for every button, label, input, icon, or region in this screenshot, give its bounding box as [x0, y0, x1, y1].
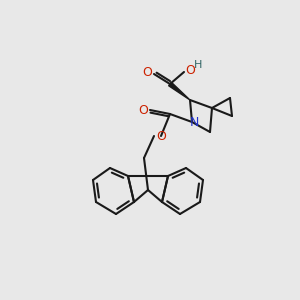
Text: O: O	[138, 103, 148, 116]
Text: O: O	[156, 130, 166, 143]
Text: H: H	[194, 60, 202, 70]
Text: O: O	[185, 64, 195, 76]
Text: O: O	[142, 67, 152, 80]
Text: N: N	[189, 116, 199, 128]
Polygon shape	[169, 82, 190, 100]
